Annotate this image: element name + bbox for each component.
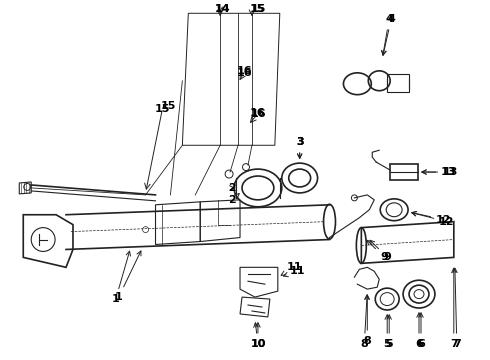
Text: 4: 4 bbox=[382, 14, 395, 55]
Text: 15: 15 bbox=[161, 100, 176, 111]
Text: 7: 7 bbox=[450, 268, 458, 349]
Text: 15: 15 bbox=[250, 4, 266, 14]
Text: 4: 4 bbox=[381, 14, 393, 55]
Text: 8: 8 bbox=[364, 295, 371, 346]
Text: 13: 13 bbox=[422, 167, 457, 177]
Text: 2: 2 bbox=[228, 183, 236, 193]
Text: 14: 14 bbox=[214, 4, 230, 14]
Text: 6: 6 bbox=[417, 313, 425, 349]
Text: 12: 12 bbox=[412, 211, 452, 225]
Text: 5: 5 bbox=[385, 315, 393, 349]
Text: 7: 7 bbox=[453, 268, 461, 349]
Text: 9: 9 bbox=[367, 240, 388, 262]
Text: 1: 1 bbox=[115, 251, 141, 302]
Text: 10: 10 bbox=[250, 323, 266, 349]
Text: 8: 8 bbox=[361, 295, 369, 349]
Text: 14: 14 bbox=[214, 4, 230, 14]
Text: 16: 16 bbox=[250, 108, 266, 117]
Text: 15: 15 bbox=[155, 104, 170, 113]
Text: 6: 6 bbox=[415, 313, 423, 349]
Text: 5: 5 bbox=[383, 315, 391, 349]
Text: 3: 3 bbox=[296, 137, 303, 158]
Text: 3: 3 bbox=[296, 137, 303, 158]
Text: 12: 12 bbox=[412, 212, 455, 227]
Text: 9: 9 bbox=[370, 240, 391, 262]
Text: 10: 10 bbox=[250, 323, 266, 349]
Text: 11: 11 bbox=[284, 266, 305, 277]
Text: 15: 15 bbox=[249, 4, 265, 14]
Text: 16: 16 bbox=[236, 68, 252, 78]
Text: 2: 2 bbox=[228, 194, 239, 205]
Text: 1: 1 bbox=[112, 251, 130, 304]
Text: 16: 16 bbox=[236, 66, 252, 76]
Text: 16: 16 bbox=[251, 108, 267, 118]
Text: 13: 13 bbox=[422, 167, 459, 177]
Text: 11: 11 bbox=[281, 262, 302, 275]
